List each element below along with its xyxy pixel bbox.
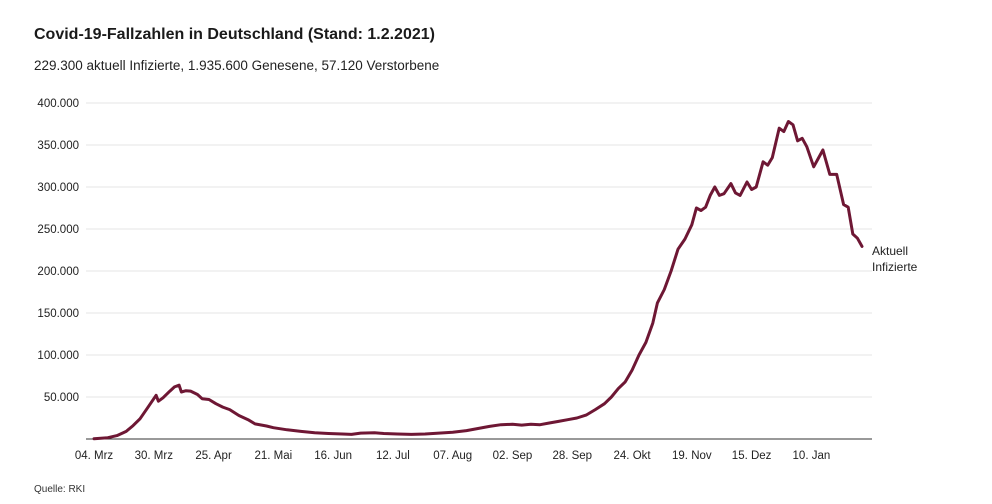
x-tick-label: 07. Aug [433, 450, 472, 462]
y-tick-label: 150.000 [37, 308, 79, 320]
x-tick-label: 21. Mai [254, 450, 292, 462]
x-tick-label: 16. Jun [314, 450, 352, 462]
x-tick-label: 15. Dez [732, 450, 772, 462]
y-tick-label: 400.000 [37, 98, 79, 110]
y-tick-label: 300.000 [37, 182, 79, 194]
grid-lines [86, 102, 872, 398]
x-tick-label: 02. Sep [493, 450, 533, 462]
source-note: Quelle: RKI [34, 484, 86, 495]
y-tick-label: 100.000 [37, 350, 79, 362]
y-tick-labels: 50.000 100.000 150.000 200.000 250.000 300.00… [37, 98, 79, 404]
x-tick-label: 28. Sep [552, 450, 592, 462]
y-tick-label: 250.000 [37, 224, 79, 236]
x-tick-label: 12. Jul [376, 450, 410, 462]
x-tick-label: 19. Nov [672, 450, 712, 462]
series-label-line-1: Aktuell [872, 244, 908, 258]
chart-subtitle: 229.300 aktuell Infizierte, 1.935.600 Ge… [34, 58, 440, 73]
y-tick-label: 350.000 [37, 140, 79, 152]
y-tick-label: 200.000 [37, 266, 79, 278]
x-tick-label: 24. Okt [614, 450, 652, 462]
x-tick-labels: 04. Mrz 30. Mrz 25. Apr 21. Mai 16. Jun 12. J… [75, 450, 830, 462]
y-tick-label: 50.000 [44, 392, 79, 404]
series-label-line-2: Infizierte [872, 260, 918, 274]
x-tick-label: 10. Jan [793, 450, 831, 462]
x-tick-label: 04. Mrz [75, 450, 114, 462]
chart-title: Covid-19-Fallzahlen in Deutschland (Stan… [34, 26, 435, 43]
x-tick-label: 30. Mrz [135, 450, 174, 462]
series-line-aktuell-infizierte [92, 120, 864, 441]
x-tick-label: 25. Apr [195, 450, 232, 462]
